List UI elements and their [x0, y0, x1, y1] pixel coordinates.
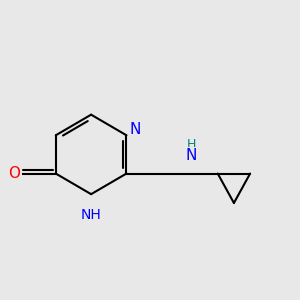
Text: N: N	[185, 148, 197, 164]
Text: H: H	[187, 138, 196, 151]
Text: N: N	[130, 122, 141, 137]
Text: O: O	[9, 166, 21, 181]
Text: NH: NH	[81, 208, 101, 222]
